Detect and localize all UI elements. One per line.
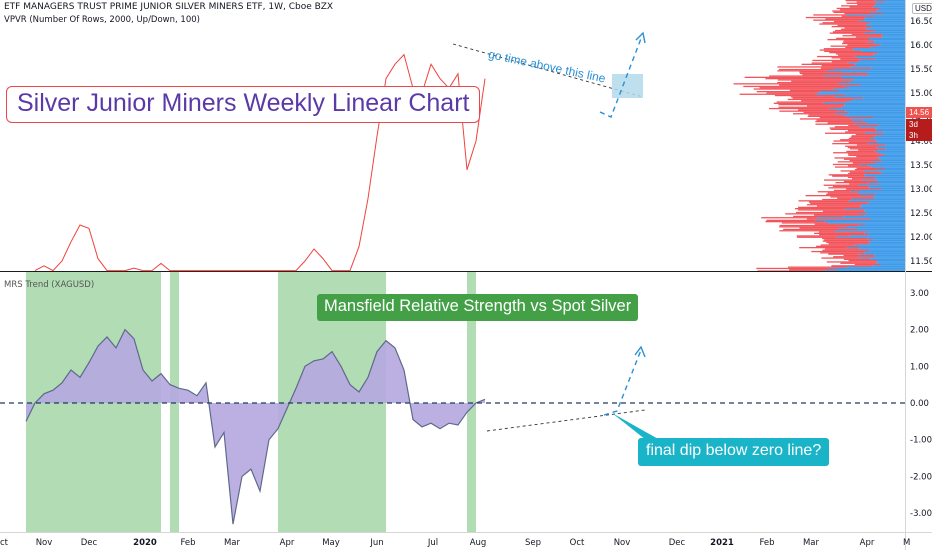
mrs-trendline	[486, 409, 646, 432]
price-tick-label: 13.50	[910, 161, 932, 171]
vpvr-indicator-label[interactable]: VPVR (Number Of Rows, 2000, Up/Down, 100…	[4, 15, 200, 25]
time-tick-label: 2020	[133, 538, 157, 548]
price-tick-label: 16.50	[910, 17, 932, 27]
time-tick-label: Sep	[525, 538, 541, 548]
price-tick-label: 16.00	[910, 41, 932, 51]
time-tick-label: Apr	[280, 538, 295, 548]
time-tick-label: Oct	[570, 538, 585, 548]
price-tick-label: 15.50	[910, 65, 932, 75]
time-tick-label: Mar	[224, 538, 241, 548]
breakout-box	[612, 74, 643, 98]
currency-badge[interactable]: USD	[912, 3, 932, 14]
price-line	[34, 53, 486, 272]
mrs-tick-label: -1.00	[910, 436, 932, 446]
price-tick-label: 13.00	[910, 185, 932, 195]
time-tick-label: 2021	[710, 538, 734, 548]
price-tick-label: 14.50	[910, 113, 932, 123]
last-price-tag: 14.56	[906, 107, 932, 118]
countdown-tag: 3d 3h	[906, 119, 932, 141]
time-tick-label: Jun	[369, 538, 383, 548]
time-tick-label: Feb	[180, 538, 195, 548]
mrs-tick-label: 3.00	[910, 289, 929, 299]
time-tick-label: May	[322, 538, 340, 548]
dip-callout-pointer	[612, 413, 660, 440]
mrs-tick-label: -3.00	[910, 509, 932, 519]
price-tick-label: 12.50	[910, 209, 932, 219]
mrs-arrowhead	[634, 345, 646, 358]
time-tick-label: Nov	[614, 538, 631, 548]
mrs-tick-label: 2.00	[910, 326, 929, 336]
trend-zone-3	[467, 271, 476, 532]
price-arrowhead	[635, 31, 646, 44]
mrs-tick-label: 1.00	[910, 362, 929, 372]
price-tick-label: 15.00	[910, 89, 932, 99]
price-tick-label: 11.50	[910, 257, 932, 267]
time-tick-label: Nov	[36, 538, 53, 548]
mrs-callout[interactable]: Mansfield Relative Strength vs Spot Silv…	[317, 294, 639, 321]
price-tick-label: 12.00	[910, 233, 932, 243]
time-tick-label: Feb	[759, 538, 774, 548]
time-tick-label: Dec	[669, 538, 686, 548]
mrs-tick-label: -2.00	[910, 472, 932, 482]
time-tick-label: Apr	[860, 538, 875, 548]
time-tick-label: ct	[0, 538, 9, 548]
mrs-tick-label: 0.00	[910, 399, 929, 409]
mrs-line	[25, 328, 486, 525]
chart-title-callout[interactable]: Silver Junior Miners Weekly Linear Chart	[6, 86, 481, 123]
mrs-area	[26, 329, 485, 525]
resistance-trendline	[452, 43, 644, 98]
price-tick-label: 14.00	[910, 137, 932, 147]
time-tick-label: M	[903, 538, 910, 548]
time-tick-label: Jul	[427, 538, 438, 548]
price-projection-arrow	[599, 35, 643, 118]
time-tick-label: Aug	[470, 538, 487, 548]
dip-callout[interactable]: final dip below zero line?	[638, 438, 830, 466]
time-tick-label: Dec	[81, 538, 98, 548]
mrs-projection-arrow	[603, 349, 642, 416]
mrs-indicator-label[interactable]: MRS Trend (XAGUSD)	[4, 280, 95, 290]
symbol-title[interactable]: ETF MANAGERS TRUST PRIME JUNIOR SILVER M…	[4, 2, 334, 12]
time-tick-label: Mar	[803, 538, 820, 548]
